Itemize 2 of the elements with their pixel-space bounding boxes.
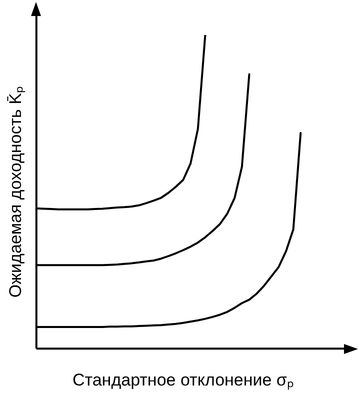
x-axis-title: Стандартное отклонение σₚ	[72, 370, 294, 390]
y-axis-title: Ожидаемая доходность K̄ₚ	[6, 86, 26, 298]
